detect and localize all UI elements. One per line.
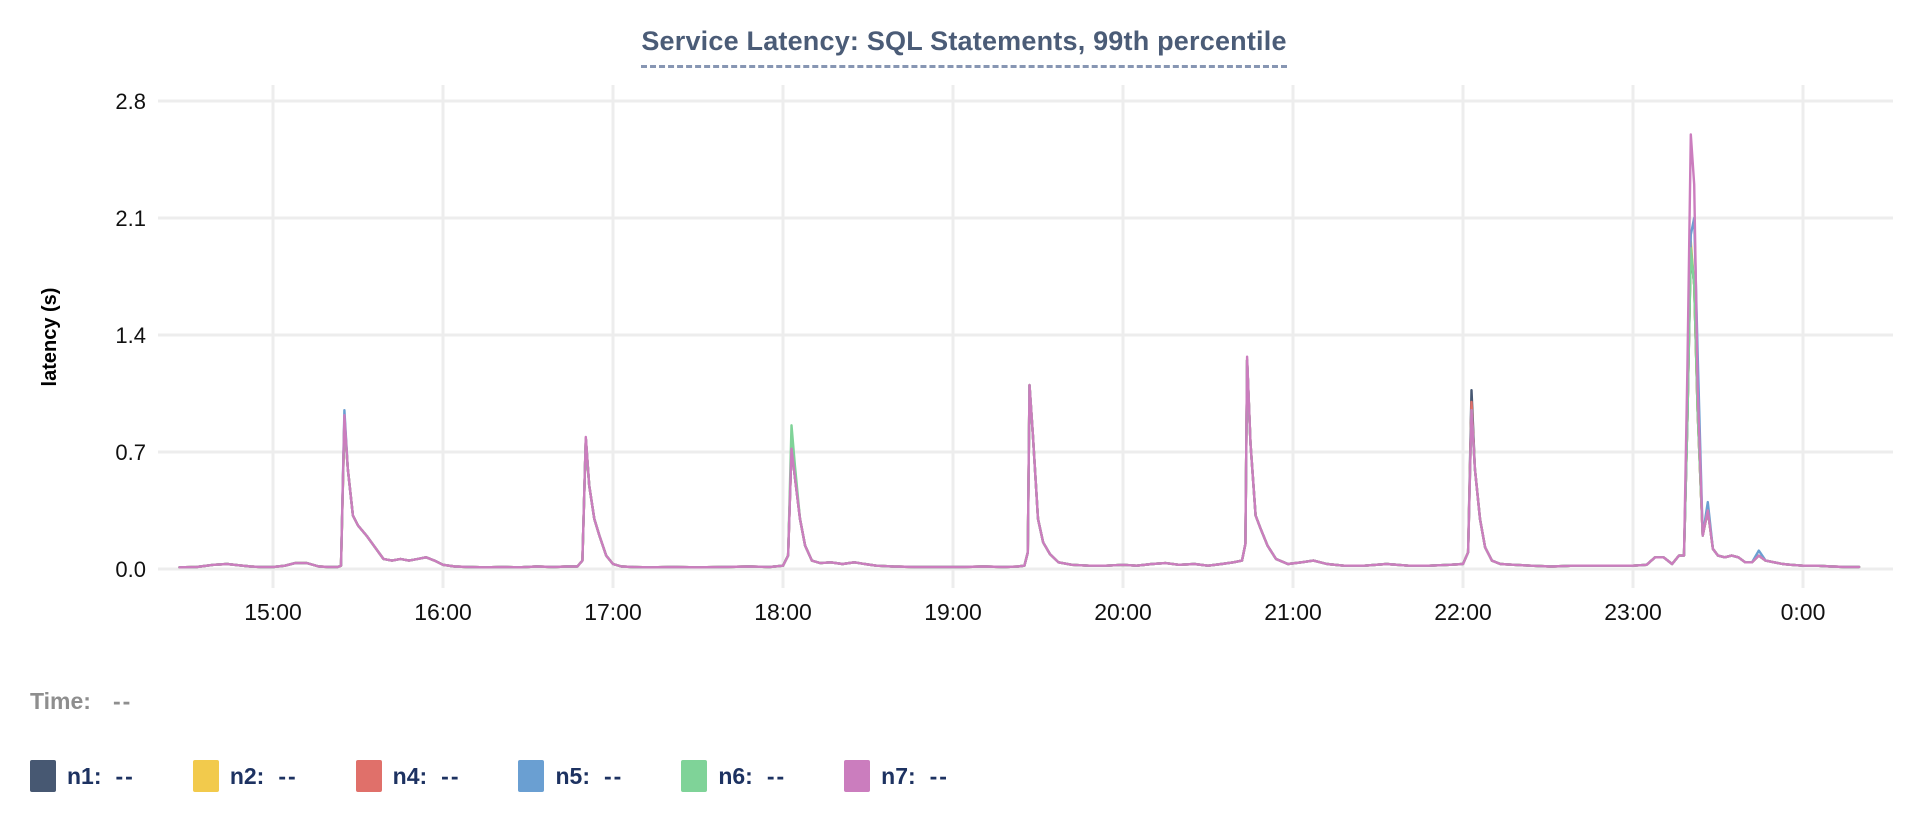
legend-item-n6: n6: --: [681, 760, 786, 792]
legend-value: --: [115, 762, 135, 789]
x-tick-label: 22:00: [1434, 599, 1492, 625]
y-tick-label: 2.1: [115, 206, 146, 231]
legend-label: n1:: [67, 762, 102, 789]
y-tick-label: 2.8: [115, 89, 146, 114]
y-axis-title: latency (s): [39, 288, 61, 387]
time-value: --: [112, 688, 133, 714]
legend-label: n7:: [881, 762, 916, 789]
chart-legend: n1: -- n2: -- n4: -- n5: -- n6: -- n7: -…: [30, 760, 949, 792]
chart-header: Service Latency: SQL Statements, 99th pe…: [0, 26, 1928, 68]
x-tick-label: 20:00: [1094, 599, 1152, 625]
legend-value: --: [929, 762, 949, 789]
y-tick-label: 0.7: [115, 440, 146, 465]
series-line-n6: [178, 246, 1861, 569]
n4-color-swatch: [355, 760, 382, 792]
legend-label: n2:: [229, 762, 265, 789]
latency-chart-plot-area[interactable]: 0.0 0.7 1.4 2.1 2.8 15:00 16:00 17:00 18:00 19:00…: [0, 0, 1928, 648]
x-tick-label: 17:00: [584, 599, 642, 625]
x-tick-label: 18:00: [754, 599, 812, 625]
n6-color-swatch: [681, 760, 708, 792]
series-line-n2: [178, 240, 1861, 569]
x-tick-label: 15:00: [244, 599, 302, 625]
x-tick-label: 16:00: [414, 599, 472, 625]
series-line-n5: [178, 216, 1861, 569]
series-line-n7: [178, 133, 1861, 569]
legend-value: --: [603, 762, 624, 789]
n7-color-swatch: [844, 760, 871, 792]
legend-value: --: [441, 762, 461, 789]
series-line-n4: [178, 245, 1861, 569]
y-tick-label: 1.4: [115, 323, 146, 348]
legend-label: n4:: [392, 762, 428, 789]
legend-label: n6:: [718, 762, 753, 789]
series-line-n1: [178, 250, 1861, 569]
legend-value: --: [766, 762, 787, 789]
legend-item-n4: n4: --: [355, 760, 461, 792]
legend-item-n7: n7: --: [844, 760, 949, 792]
legend-value: --: [278, 762, 298, 789]
legend-item-n1: n1: --: [30, 760, 135, 792]
n5-color-swatch: [518, 760, 545, 792]
x-tick-label: 19:00: [924, 599, 982, 625]
legend-time-row: Time: --: [30, 688, 132, 715]
y-tick-label: 0.0: [115, 557, 146, 582]
n2-color-swatch: [192, 760, 219, 792]
n1-color-swatch: [30, 760, 56, 792]
x-tick-label: 23:00: [1604, 599, 1662, 625]
x-tick-label: 0:00: [1781, 599, 1826, 625]
time-label: Time:: [30, 688, 91, 714]
legend-item-n2: n2: --: [192, 760, 298, 792]
x-tick-label: 21:00: [1264, 599, 1322, 625]
legend-item-n5: n5: --: [518, 760, 623, 792]
chart-title[interactable]: Service Latency: SQL Statements, 99th pe…: [641, 26, 1287, 68]
legend-label: n5:: [555, 762, 590, 789]
